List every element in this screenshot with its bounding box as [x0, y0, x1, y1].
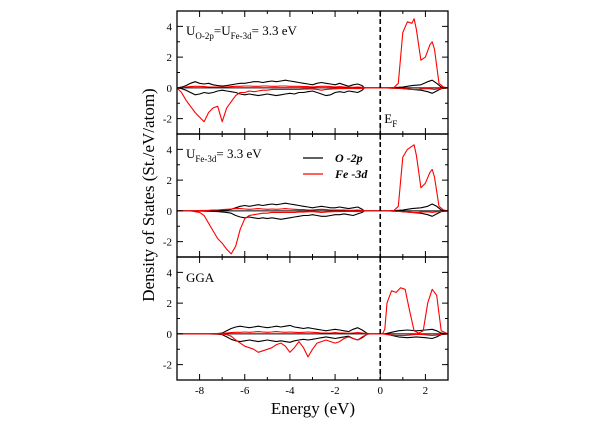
series-line-fe-3d-up	[177, 144, 449, 212]
legend-label: Fe -3d	[334, 167, 368, 181]
panel-2: -2 0 2 4 UFe-3d= 3.3 eV	[163, 133, 449, 258]
y-tick-label: 2	[167, 52, 173, 64]
panel-label: UFe-3d= 3.3 eV	[186, 146, 262, 164]
series-line-fe-3d-up	[177, 287, 449, 335]
x-tick-label: -4	[285, 385, 295, 397]
y-axis-label: Density of States (St./eV/atom)	[139, 88, 158, 301]
series-line-fe-3d-up	[176, 18, 449, 89]
x-tick-label: -6	[240, 385, 250, 397]
panel-label-part: GGA	[186, 270, 215, 285]
y-tick-label: 2	[167, 298, 173, 310]
panel-1: -2 0 2 4 UO-2p=UFe-3d= 3.3 eV	[163, 10, 449, 135]
series-line-fe-3d-down	[176, 87, 449, 123]
series-line-fe-3d-down	[177, 333, 449, 358]
y-tick-label: 4	[167, 144, 173, 156]
x-tick-label: 2	[423, 385, 429, 397]
panel-label-part: O-2p	[195, 31, 214, 41]
panel-label-part: = 3.3 eV	[252, 23, 298, 38]
panel-label-part: Fe-3d	[231, 31, 252, 41]
panel-label-part: Fe-3d	[195, 154, 216, 164]
y-tick-label: 4	[167, 267, 173, 279]
legend-label: O -2p	[335, 151, 363, 165]
series-line-o-2p-up	[177, 324, 449, 335]
fermi-level-label: EF	[384, 111, 397, 129]
panel-frame	[176, 256, 449, 381]
fermi-label-sub: F	[392, 119, 397, 129]
y-tick-label: 2	[167, 175, 173, 187]
x-axis-label: Energy (eV)	[271, 399, 355, 418]
y-tick-label: 0	[167, 206, 173, 218]
y-tick-label: -2	[163, 237, 172, 249]
y-tick-label: 0	[167, 83, 173, 95]
panel-label-part: U	[186, 146, 196, 161]
panel-label: UO-2p=UFe-3d= 3.3 eV	[186, 23, 297, 41]
series-line-o-2p-up	[177, 202, 449, 212]
x-tick-label: -2	[330, 385, 339, 397]
y-tick-label: 4	[167, 21, 173, 33]
x-tick-label: 0	[378, 385, 384, 397]
y-tick-label: 0	[167, 329, 173, 341]
panel-label-part: = 3.3 eV	[216, 146, 262, 161]
x-tick-label: -8	[195, 385, 205, 397]
panel-label-part: U	[186, 23, 196, 38]
y-tick-label: -2	[163, 114, 172, 126]
y-tick-label: -2	[163, 360, 172, 372]
fermi-label-main: E	[384, 111, 392, 126]
panel-label: GGA	[186, 270, 215, 285]
panel-label-part: =U	[214, 23, 231, 38]
panel-3: -2 0 2 4 GGA	[163, 256, 449, 381]
series-line-fe-3d-down	[177, 210, 449, 255]
